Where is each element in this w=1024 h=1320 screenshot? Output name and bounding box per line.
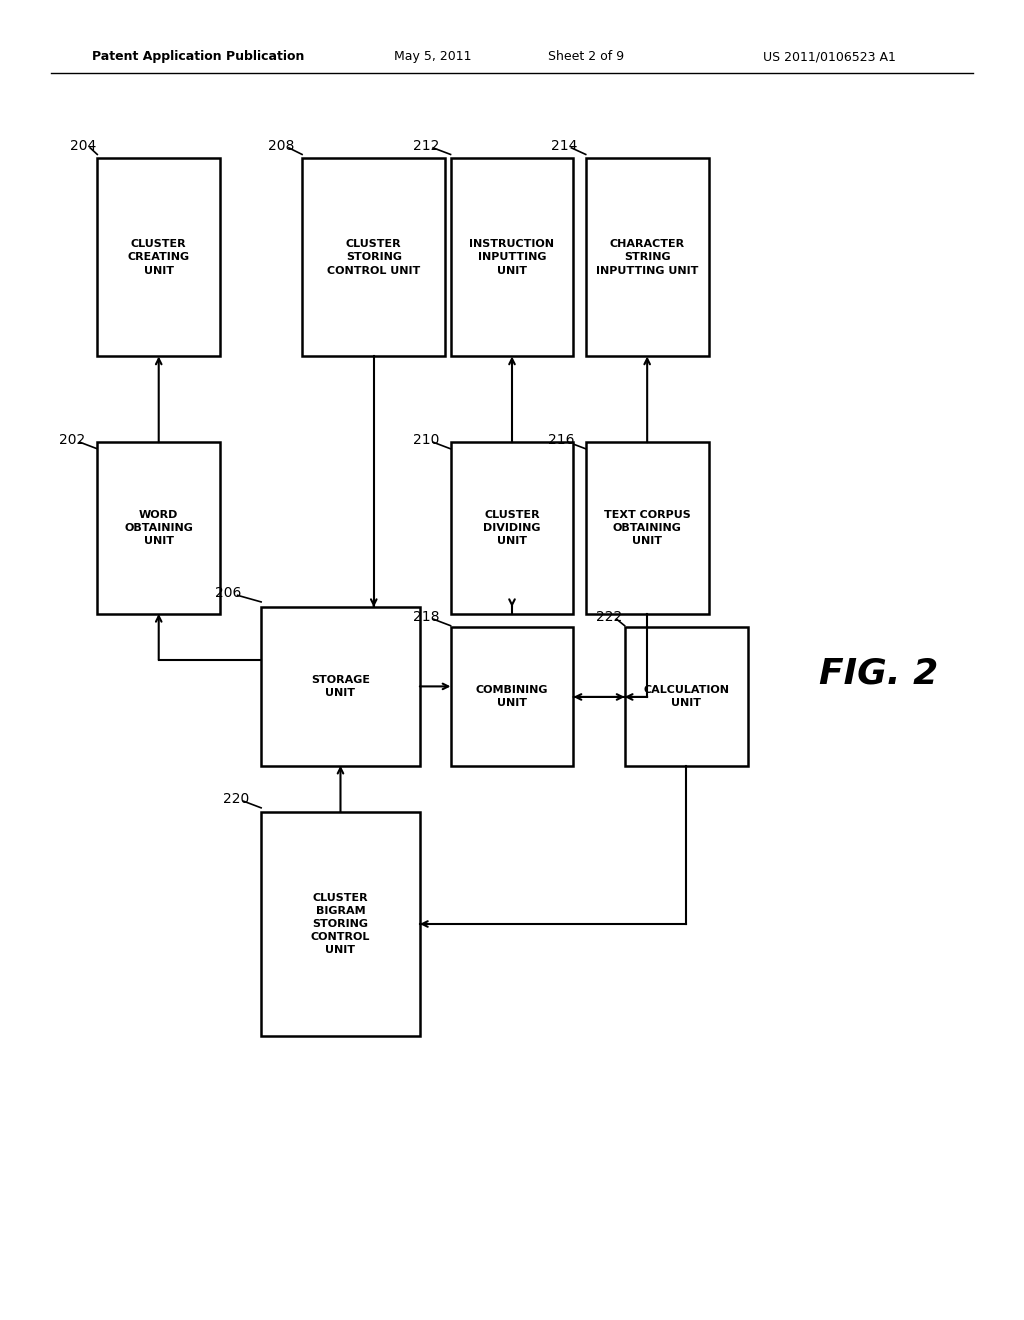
Text: CLUSTER
BIGRAM
STORING
CONTROL
UNIT: CLUSTER BIGRAM STORING CONTROL UNIT <box>311 892 370 956</box>
Text: INSTRUCTION
INPUTTING
UNIT: INSTRUCTION INPUTTING UNIT <box>469 239 555 276</box>
Text: 208: 208 <box>268 139 295 153</box>
Text: 214: 214 <box>551 139 578 153</box>
Text: TEXT CORPUS
OBTAINING
UNIT: TEXT CORPUS OBTAINING UNIT <box>604 510 690 546</box>
Text: CHARACTER
STRING
INPUTTING UNIT: CHARACTER STRING INPUTTING UNIT <box>596 239 698 276</box>
Bar <box>451 442 573 614</box>
Bar <box>586 442 709 614</box>
Text: CALCULATION
UNIT: CALCULATION UNIT <box>643 685 729 708</box>
Bar <box>97 442 220 614</box>
Bar <box>97 158 220 356</box>
Text: 220: 220 <box>223 792 250 807</box>
Text: 218: 218 <box>413 610 439 624</box>
Bar <box>261 812 420 1036</box>
Bar <box>451 158 573 356</box>
Text: CLUSTER
CREATING
UNIT: CLUSTER CREATING UNIT <box>128 239 189 276</box>
Text: WORD
OBTAINING
UNIT: WORD OBTAINING UNIT <box>124 510 194 546</box>
Text: 204: 204 <box>70 139 96 153</box>
Text: May 5, 2011: May 5, 2011 <box>394 50 472 63</box>
Text: STORAGE
UNIT: STORAGE UNIT <box>311 675 370 698</box>
Text: CLUSTER
STORING
CONTROL UNIT: CLUSTER STORING CONTROL UNIT <box>327 239 421 276</box>
Text: 222: 222 <box>596 610 623 624</box>
Bar <box>261 607 420 766</box>
Text: CLUSTER
DIVIDING
UNIT: CLUSTER DIVIDING UNIT <box>483 510 541 546</box>
Text: Sheet 2 of 9: Sheet 2 of 9 <box>548 50 624 63</box>
Bar <box>625 627 748 766</box>
Text: COMBINING
UNIT: COMBINING UNIT <box>476 685 548 708</box>
Text: US 2011/0106523 A1: US 2011/0106523 A1 <box>763 50 896 63</box>
Text: 212: 212 <box>413 139 439 153</box>
Text: 202: 202 <box>59 433 86 447</box>
Text: FIG. 2: FIG. 2 <box>819 656 938 690</box>
Text: 216: 216 <box>548 433 574 447</box>
Bar <box>302 158 445 356</box>
Bar <box>586 158 709 356</box>
Bar <box>451 627 573 766</box>
Text: 210: 210 <box>413 433 439 447</box>
Text: 206: 206 <box>215 586 242 601</box>
Text: Patent Application Publication: Patent Application Publication <box>92 50 304 63</box>
